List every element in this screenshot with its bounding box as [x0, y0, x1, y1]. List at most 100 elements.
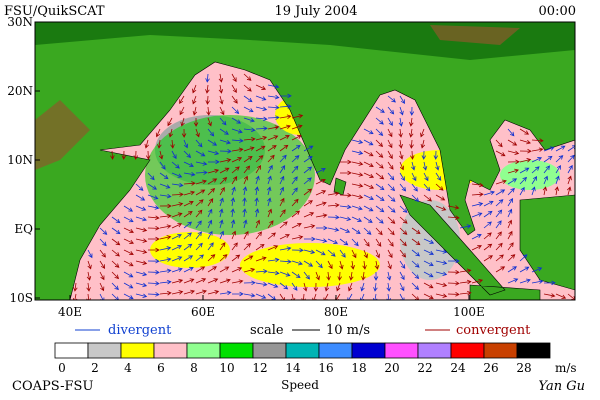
wind-arrow: [87, 249, 93, 259]
wind-arrow: [543, 165, 551, 174]
wind-arrow: [159, 193, 172, 199]
wind-arrow: [267, 232, 276, 240]
wind-arrow: [159, 268, 172, 274]
wind-arrow: [207, 139, 218, 146]
wind-arrow: [195, 242, 203, 251]
wind-arrow: [219, 197, 224, 207]
wind-arrow: [471, 192, 484, 197]
wind-arrow: [399, 260, 406, 269]
wind-arrow: [291, 114, 304, 119]
wind-arrow: [398, 117, 404, 127]
wind-arrow: [519, 158, 532, 163]
wind-arrow: [507, 278, 519, 284]
wind-arrow: [255, 256, 267, 262]
wind-arrow: [399, 161, 405, 171]
wind-arrow: [435, 161, 440, 171]
wind-arrow: [423, 172, 429, 182]
wind-arrow: [303, 224, 316, 229]
wind-arrow: [435, 205, 447, 211]
wind-arrow: [183, 190, 196, 196]
wind-arrow: [159, 172, 169, 180]
wind-arrow: [243, 136, 256, 142]
wind-arrow: [349, 271, 354, 281]
wind-arrow: [144, 139, 149, 149]
wind-arrow: [435, 271, 448, 276]
wind-arrow: [435, 172, 442, 181]
wind-arrow: [351, 205, 363, 211]
wind-arrow: [171, 182, 184, 188]
wind-arrow: [495, 179, 507, 185]
wind-arrow: [219, 158, 232, 163]
wind-arrow: [351, 216, 363, 222]
wind-arrow: [279, 233, 290, 240]
wind-arrow: [207, 219, 213, 229]
wind-arrow: [279, 104, 292, 109]
wind-arrow: [205, 73, 210, 83]
wind-arrow: [303, 156, 313, 163]
wind-arrow: [363, 194, 374, 200]
wind-arrow: [267, 135, 279, 141]
wind-arrow: [171, 150, 177, 160]
wind-arrow: [363, 183, 375, 189]
wind-arrow: [279, 271, 291, 277]
wind-arrow: [483, 243, 493, 251]
wind-arrow: [123, 205, 134, 212]
wind-arrow: [339, 193, 352, 198]
colorbar-box: [120, 342, 155, 359]
wind-arrow: [387, 150, 393, 160]
wind-arrow: [291, 210, 301, 218]
wind-arrow: [159, 290, 172, 296]
wind-arrow: [147, 194, 159, 200]
wind-arrow: [243, 146, 255, 152]
map-frame: [34, 21, 576, 301]
wind-arrow: [519, 254, 528, 262]
wind-arrow: [483, 255, 493, 262]
wind-arrow: [423, 249, 434, 255]
wind-arrow: [171, 267, 183, 273]
wind-arrow: [399, 205, 408, 213]
wind-arrow: [180, 117, 185, 127]
wind-arrow: [231, 186, 236, 196]
time: 00:00: [539, 4, 576, 19]
colorbar-box: [384, 342, 419, 359]
wind-arrow: [179, 95, 185, 105]
wind-arrow: [423, 293, 434, 300]
wind-arrow: [423, 183, 431, 192]
wind-arrow: [495, 199, 504, 207]
title: FSU/QuikSCAT: [4, 4, 105, 19]
wind-arrow: [363, 150, 374, 157]
wind-arrow: [207, 178, 218, 185]
wind-arrow: [375, 183, 385, 191]
wind-arrow: [267, 220, 274, 229]
wind-arrow: [373, 271, 379, 281]
wind-arrow: [255, 84, 267, 90]
wind-arrow: [507, 198, 514, 207]
wind-arrow: [135, 194, 146, 201]
wind-arrow: [207, 198, 214, 207]
wind-arrow: [86, 282, 91, 292]
wind-arrow: [195, 189, 206, 196]
colorbar-label: 4: [124, 361, 132, 375]
wind-arrow: [111, 282, 119, 291]
wind-arrow: [339, 216, 352, 221]
wind-arrow: [267, 197, 272, 207]
wind-arrow: [267, 125, 280, 130]
wind-arrow: [387, 249, 393, 259]
wind-arrow: [447, 215, 460, 220]
wind-arrow: [279, 197, 285, 207]
wind-arrow: [398, 139, 404, 149]
wind-arrow: [387, 161, 394, 170]
wind-arrow: [255, 231, 262, 240]
wind-arrow: [219, 167, 230, 174]
wind-arrow: [291, 187, 298, 196]
wind-arrow: [207, 159, 220, 165]
wind-arrow: [339, 238, 349, 246]
wind-arrow: [207, 208, 213, 218]
wind-arrow: [231, 291, 244, 297]
wind-arrow: [155, 128, 161, 138]
wind-arrow: [183, 221, 193, 229]
colorbar-box: [252, 342, 287, 359]
wind-arrow: [291, 155, 300, 163]
wind-arrow: [339, 204, 352, 210]
wind-arrow: [531, 138, 544, 143]
